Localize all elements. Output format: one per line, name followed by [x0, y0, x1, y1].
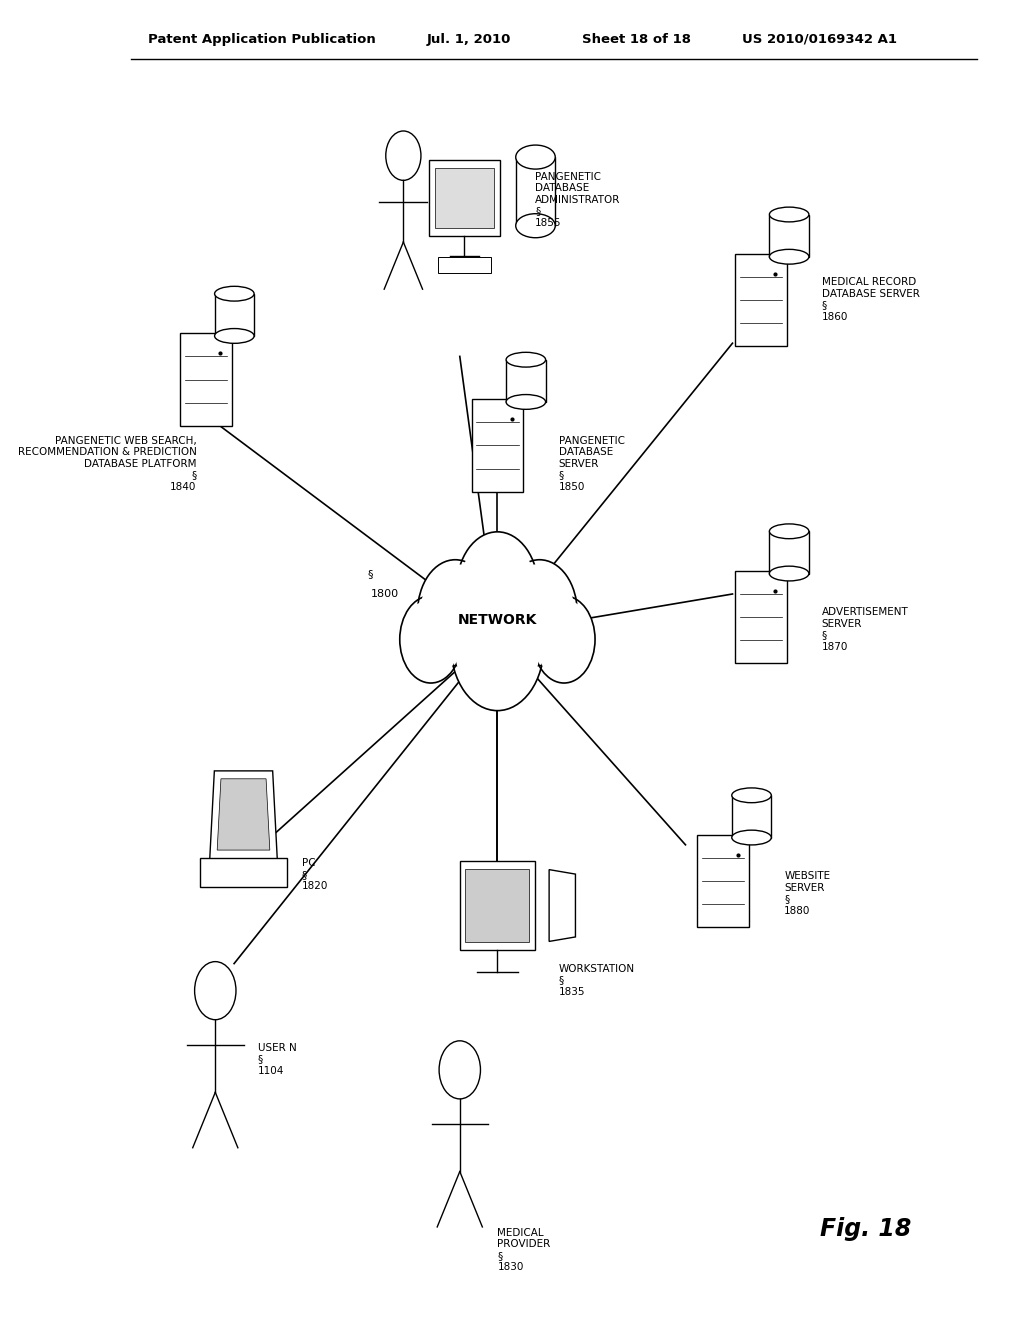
Circle shape: [536, 599, 593, 680]
Ellipse shape: [215, 286, 254, 301]
Polygon shape: [217, 779, 270, 850]
Circle shape: [402, 599, 460, 680]
Ellipse shape: [732, 788, 771, 803]
FancyBboxPatch shape: [471, 399, 523, 491]
FancyBboxPatch shape: [697, 836, 749, 927]
Circle shape: [399, 595, 462, 682]
Circle shape: [418, 560, 493, 665]
Text: Jul. 1, 2010: Jul. 1, 2010: [427, 33, 511, 46]
Text: §: §: [368, 569, 373, 579]
Polygon shape: [769, 214, 809, 256]
Text: PC
§
1820: PC § 1820: [302, 858, 328, 891]
Polygon shape: [549, 870, 575, 941]
Text: ADVERTISEMENT
SERVER
§
1870: ADVERTISEMENT SERVER § 1870: [822, 607, 908, 652]
Text: Sheet 18 of 18: Sheet 18 of 18: [582, 33, 691, 46]
Ellipse shape: [732, 830, 771, 845]
Text: PANGENETIC
DATABASE
SERVER
§
1850: PANGENETIC DATABASE SERVER § 1850: [558, 436, 625, 492]
Circle shape: [502, 560, 578, 665]
FancyBboxPatch shape: [435, 168, 495, 228]
Text: PANGENETIC
DATABASE
ADMINISTRATOR
§
1855: PANGENETIC DATABASE ADMINISTRATOR § 1855: [535, 172, 621, 228]
Ellipse shape: [769, 207, 809, 222]
Ellipse shape: [215, 329, 254, 343]
Polygon shape: [516, 157, 555, 226]
Text: WEBSITE
SERVER
§
1880: WEBSITE SERVER § 1880: [784, 871, 830, 916]
Text: MEDICAL
PROVIDER
§
1830: MEDICAL PROVIDER § 1830: [498, 1228, 551, 1272]
Polygon shape: [732, 795, 771, 838]
Ellipse shape: [516, 214, 555, 238]
Text: Patent Application Publication: Patent Application Publication: [147, 33, 376, 46]
Ellipse shape: [769, 566, 809, 581]
Text: NETWORK: NETWORK: [458, 614, 537, 627]
FancyBboxPatch shape: [735, 570, 786, 663]
Ellipse shape: [506, 352, 546, 367]
Polygon shape: [210, 771, 278, 861]
Polygon shape: [769, 531, 809, 573]
Circle shape: [455, 585, 541, 705]
FancyBboxPatch shape: [429, 160, 500, 236]
Ellipse shape: [769, 524, 809, 539]
Text: MEDICAL RECORD
DATABASE SERVER
§
1860: MEDICAL RECORD DATABASE SERVER § 1860: [822, 277, 920, 322]
FancyBboxPatch shape: [466, 869, 529, 942]
Ellipse shape: [506, 395, 546, 409]
Circle shape: [457, 532, 539, 647]
Circle shape: [460, 536, 536, 643]
Text: USER N
§
1104: USER N § 1104: [258, 1043, 296, 1076]
FancyBboxPatch shape: [438, 257, 490, 273]
Circle shape: [421, 564, 489, 661]
Text: PANGENETIC WEB SEARCH,
RECOMMENDATION & PREDICTION
DATABASE PLATFORM
§
1840: PANGENETIC WEB SEARCH, RECOMMENDATION & …: [17, 436, 197, 492]
FancyBboxPatch shape: [201, 858, 287, 887]
Ellipse shape: [516, 145, 555, 169]
Text: 1800: 1800: [371, 589, 398, 599]
Circle shape: [505, 564, 574, 661]
Ellipse shape: [769, 249, 809, 264]
Circle shape: [451, 579, 544, 710]
Polygon shape: [215, 294, 254, 337]
FancyBboxPatch shape: [735, 253, 786, 346]
Text: Fig. 18: Fig. 18: [820, 1217, 911, 1241]
Text: US 2010/0169342 A1: US 2010/0169342 A1: [742, 33, 897, 46]
Polygon shape: [506, 359, 546, 401]
Circle shape: [532, 595, 595, 682]
Text: WORKSTATION
§
1835: WORKSTATION § 1835: [558, 964, 635, 997]
FancyBboxPatch shape: [180, 333, 231, 425]
FancyBboxPatch shape: [460, 861, 535, 950]
